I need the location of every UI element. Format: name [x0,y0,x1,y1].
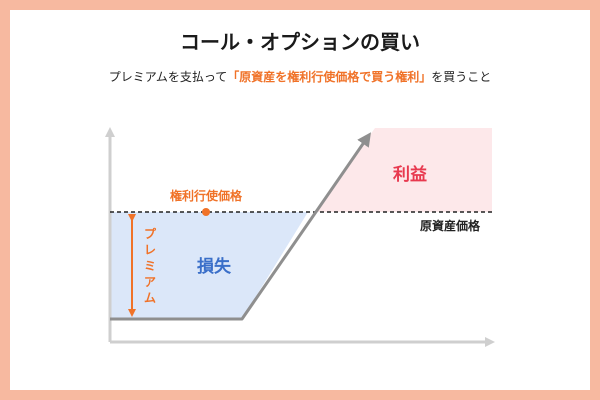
page-title: コール・オプションの買い [180,30,420,54]
profit-region [315,128,492,212]
strike-price-label: 権利行使価格 [170,188,243,203]
premium-char: ア [144,275,156,289]
underlying-price-label: 原資産価格 [420,218,481,233]
loss-region [110,212,308,319]
subtitle: プレミアムを支払って「原資産を権利行使価格で買う権利」を買うこと [0,68,600,85]
loss-label: 損失 [197,256,232,277]
profit-label: 利益 [393,164,427,185]
premium-char: プ [144,226,157,241]
subtitle-after: を買うこと [431,70,492,84]
strike-point [202,208,210,216]
subtitle-highlight: 「原資産を権利行使価格で買う権利」 [227,70,432,84]
premium-label: プ レ ミ ア ム [144,226,157,305]
premium-char: レ [144,243,156,257]
premium-char: ミ [144,259,156,273]
premium-char: ム [144,291,156,305]
payoff-line [110,132,371,321]
diagram-card [10,10,590,390]
subtitle-before: プレミアムを支払って [108,70,228,84]
